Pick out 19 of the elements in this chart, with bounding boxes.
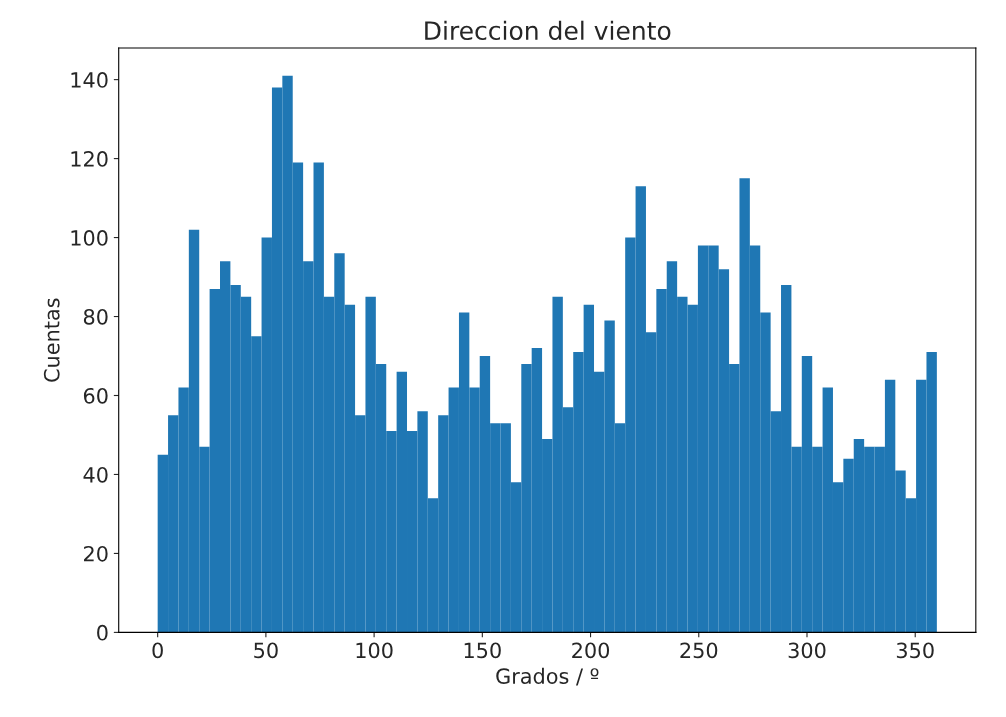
x-tick-label: 350 [896,642,934,659]
x-tick-label: 0 [152,642,163,659]
x-tick-label: 250 [680,642,718,659]
chart-title: Direccion del viento [425,20,671,41]
x-tick-label: 100 [356,642,393,659]
y-tick-label: 20 [84,545,108,562]
x-tick-label: 200 [572,642,610,659]
x-tick-label: 300 [788,642,826,659]
x-axis-title: Grados / º [496,667,599,686]
x-tick-label: 50 [254,642,278,659]
y-tick-label: 100 [71,230,108,246]
y-tick-label: 0 [97,624,108,641]
y-tick-label: 140 [71,72,108,88]
y-tick-label: 40 [83,466,108,483]
y-tick-label: 120 [71,151,108,167]
y-axis-title: Cuentas [43,298,60,382]
x-tick-label: 150 [464,642,501,659]
y-tick-label: 60 [83,387,108,404]
y-tick-label: 80 [83,308,108,325]
